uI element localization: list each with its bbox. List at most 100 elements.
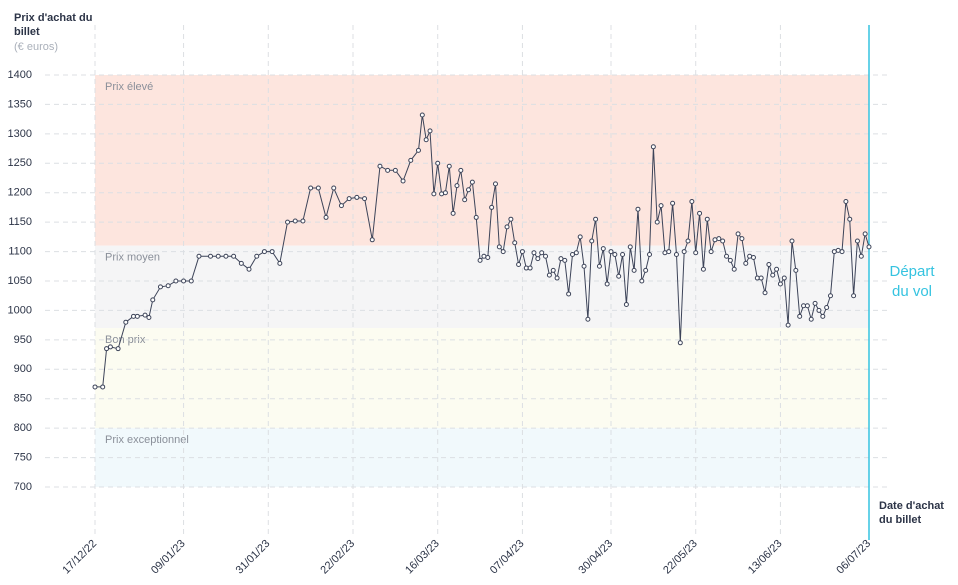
price-point xyxy=(770,272,776,278)
price-point xyxy=(423,137,429,143)
price-point xyxy=(573,250,579,256)
price-point xyxy=(208,253,214,259)
price-point xyxy=(554,275,560,281)
y-tick-label: 1200 xyxy=(8,187,32,199)
x-tick-label: 22/05/23 xyxy=(661,538,700,577)
price-point xyxy=(866,244,872,250)
price-point xyxy=(100,384,106,390)
y-tick-label: 1050 xyxy=(8,275,32,287)
price-point xyxy=(400,178,406,184)
price-point xyxy=(431,191,437,197)
price-point xyxy=(670,200,676,206)
price-point xyxy=(92,384,98,390)
price-point xyxy=(477,257,483,263)
price-line xyxy=(95,114,870,388)
price-point xyxy=(254,253,260,259)
price-point xyxy=(531,250,537,256)
price-point xyxy=(442,190,448,196)
price-point xyxy=(750,254,756,260)
y-tick-label: 1300 xyxy=(8,128,32,140)
price-point xyxy=(408,157,414,163)
y-tick-label: 1100 xyxy=(8,245,32,257)
y-tick-label: 850 xyxy=(14,393,32,405)
price-point xyxy=(623,302,629,308)
price-point xyxy=(724,253,730,259)
y-tick-label: 1000 xyxy=(8,304,32,316)
price-point xyxy=(123,319,129,325)
band-label: Prix exceptionnel xyxy=(105,434,189,446)
price-point xyxy=(854,238,860,244)
price-point xyxy=(115,346,121,352)
price-point xyxy=(546,272,552,278)
price-point xyxy=(843,199,849,205)
price-point xyxy=(797,313,803,319)
price-point xyxy=(181,278,187,284)
price-point xyxy=(458,167,464,173)
price-point xyxy=(647,252,653,258)
price-point xyxy=(673,252,679,258)
price-band xyxy=(95,75,869,246)
price-point xyxy=(743,260,749,266)
price-point xyxy=(346,196,352,202)
x-tick-label: 17/12/22 xyxy=(60,538,99,577)
price-point xyxy=(704,216,710,222)
price-point xyxy=(593,216,599,222)
y-tick-label: 700 xyxy=(14,481,32,493)
price-point xyxy=(308,185,314,191)
price-point xyxy=(777,281,783,287)
price-point xyxy=(700,266,706,272)
price-point xyxy=(223,253,229,259)
y-tick-label: 1150 xyxy=(8,216,32,228)
x-axis-title: Date d'achat du billet xyxy=(879,500,944,526)
y-tick-label: 950 xyxy=(14,334,32,346)
price-point xyxy=(812,300,818,306)
price-point xyxy=(600,246,606,252)
price-point xyxy=(462,197,468,203)
price-point xyxy=(285,219,291,225)
price-point xyxy=(635,206,641,212)
price-point xyxy=(739,236,745,242)
price-point xyxy=(643,267,649,273)
band-label: Bon prix xyxy=(105,334,146,346)
price-point xyxy=(377,163,383,169)
price-point xyxy=(731,266,737,272)
price-point xyxy=(616,273,622,279)
y-axis-unit: (€ euros) xyxy=(14,41,59,53)
price-point xyxy=(292,218,298,224)
price-point xyxy=(107,344,113,350)
price-point xyxy=(697,210,703,216)
price-point xyxy=(277,260,283,266)
price-point xyxy=(658,203,664,209)
price-point xyxy=(581,263,587,269)
price-point xyxy=(847,216,853,222)
price-point xyxy=(146,314,152,320)
price-point xyxy=(762,290,768,296)
y-tick-label: 1400 xyxy=(8,69,32,81)
price-point xyxy=(246,266,252,272)
price-point xyxy=(824,304,830,310)
price-point xyxy=(231,253,237,259)
price-point xyxy=(612,252,618,258)
price-point xyxy=(820,313,826,319)
y-tick-label: 1350 xyxy=(8,98,32,110)
y-axis-title: Prix d'achat du billet xyxy=(14,12,93,38)
price-point xyxy=(543,253,549,259)
price-point xyxy=(689,199,695,205)
x-tick-label: 09/01/23 xyxy=(149,538,188,577)
price-point xyxy=(338,203,344,209)
price-point xyxy=(785,322,791,328)
x-tick-label: 30/04/23 xyxy=(576,538,615,577)
x-tick-label: 06/07/23 xyxy=(834,538,873,577)
price-point xyxy=(539,250,545,256)
price-point xyxy=(735,231,741,237)
price-point xyxy=(631,267,637,273)
price-point xyxy=(716,236,722,242)
price-point xyxy=(165,283,171,289)
y-tick-label: 900 xyxy=(14,363,32,375)
price-point xyxy=(415,147,421,153)
price-point xyxy=(134,313,140,319)
price-point xyxy=(215,253,221,259)
price-point xyxy=(851,293,857,299)
price-point xyxy=(104,346,110,352)
